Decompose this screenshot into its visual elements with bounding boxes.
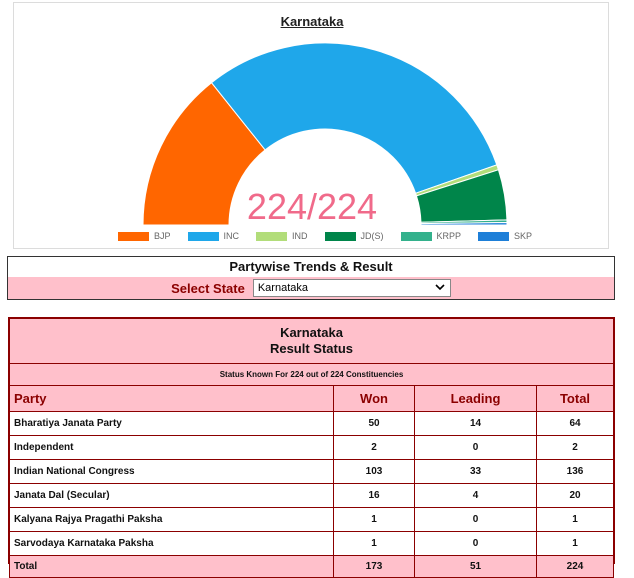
semi-donut-chart — [142, 42, 508, 226]
column-header-won: Won — [333, 385, 415, 412]
leading-count: 0 — [414, 531, 537, 556]
total-count: 64 — [536, 411, 614, 436]
leading-count: 33 — [414, 459, 537, 484]
legend-label: JD(S) — [360, 231, 384, 241]
table-row: Sarvodaya Karnataka Paksha 1 0 1 — [9, 531, 614, 556]
chevron-down-icon — [435, 283, 445, 293]
total-row: Total 173 51 224 — [9, 555, 614, 578]
legend-item[interactable]: KRPP — [400, 231, 462, 241]
legend-swatch — [118, 231, 149, 241]
won-count: 2 — [333, 435, 415, 460]
leading-count: 4 — [414, 483, 537, 508]
table-row: Janata Dal (Secular) 16 4 20 — [9, 483, 614, 508]
legend-item[interactable]: SKP — [478, 231, 532, 241]
partywise-trends-panel: Partywise Trends & Result Select State K… — [7, 256, 615, 300]
party-name: Bharatiya Janata Party — [9, 411, 334, 436]
seats-declared-label: 224/224 — [246, 186, 378, 227]
seat-chart-panel: Karnataka 224/224 BJP INC IND JD(S) KRPP SKP — [13, 2, 609, 249]
trends-title: Partywise Trends & Result — [229, 259, 393, 274]
table-row: Indian National Congress 103 33 136 — [9, 459, 614, 484]
result-table-header: Karnataka Result Status — [9, 318, 614, 364]
result-state-name: Karnataka — [280, 325, 343, 340]
result-subtitle: Result Status — [269, 341, 354, 356]
selected-state-value: Karnataka — [257, 282, 308, 294]
legend-swatch — [256, 231, 288, 241]
party-name: Independent — [9, 435, 334, 460]
state-select[interactable]: Karnataka — [252, 279, 451, 297]
legend-label: SKP — [514, 231, 533, 241]
total-total: 224 — [536, 555, 614, 578]
won-count: 16 — [333, 483, 415, 508]
total-leading: 51 — [414, 555, 537, 578]
legend-label: INC — [223, 231, 240, 241]
legend-swatch — [400, 231, 432, 241]
leading-count: 0 — [414, 507, 537, 532]
total-count: 2 — [536, 435, 614, 460]
table-row: Kalyana Rajya Pragathi Paksha 1 0 1 — [9, 507, 614, 532]
state-select-row: Select State Karnataka — [8, 277, 614, 299]
legend-swatch — [478, 231, 510, 241]
won-count: 1 — [333, 507, 415, 532]
party-name: Sarvodaya Karnataka Paksha — [9, 531, 334, 556]
legend-item[interactable]: BJP — [118, 231, 171, 241]
legend-swatch — [324, 231, 356, 241]
legend-swatch — [187, 231, 219, 241]
legend-label: KRPP — [436, 231, 462, 241]
slice-skp[interactable] — [420, 221, 508, 226]
column-header-total: Total — [536, 385, 614, 412]
leading-count: 0 — [414, 435, 537, 460]
won-count: 50 — [333, 411, 415, 436]
legend-label: IND — [292, 231, 308, 241]
legend-item[interactable]: JD(S) — [324, 231, 384, 241]
party-name: Indian National Congress — [9, 459, 334, 484]
chart-legend: BJP INC IND JD(S) KRPP SKP — [118, 231, 549, 241]
column-header-party: Party — [9, 385, 334, 412]
select-state-label: Select State — [171, 280, 245, 296]
column-header-leading: Leading — [414, 385, 537, 412]
legend-label: BJP — [154, 231, 171, 241]
party-name: Janata Dal (Secular) — [9, 483, 334, 508]
table-row: Bharatiya Janata Party 50 14 64 — [9, 411, 614, 436]
leading-count: 14 — [414, 411, 537, 436]
status-known-text: Status Known For 224 out of 224 Constitu… — [9, 363, 614, 386]
legend-item[interactable]: INC — [187, 231, 240, 241]
won-count: 103 — [333, 459, 415, 484]
total-won: 173 — [333, 555, 415, 578]
total-count: 136 — [536, 459, 614, 484]
total-count: 20 — [536, 483, 614, 508]
chart-title: Karnataka — [280, 14, 344, 29]
total-count: 1 — [536, 507, 614, 532]
result-status-table: Karnataka Result Status Status Known For… — [9, 318, 614, 578]
total-label: Total — [9, 555, 334, 578]
party-name: Kalyana Rajya Pragathi Paksha — [9, 507, 334, 532]
legend-item[interactable]: IND — [256, 231, 308, 241]
total-count: 1 — [536, 531, 614, 556]
table-row: Independent 2 0 2 — [9, 435, 614, 460]
slice-inc[interactable] — [210, 42, 498, 194]
won-count: 1 — [333, 531, 415, 556]
